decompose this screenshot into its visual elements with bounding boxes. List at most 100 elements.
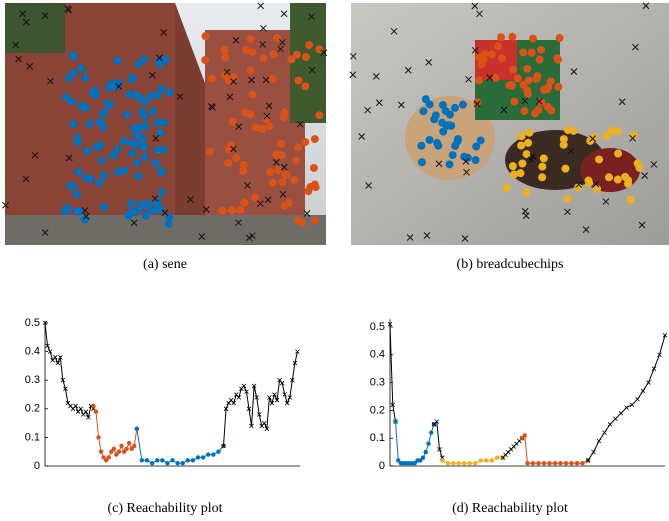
photo-point bbox=[430, 115, 438, 123]
point-marker bbox=[547, 461, 551, 465]
photo-point bbox=[63, 204, 71, 212]
y-tick-label: 0.4 bbox=[25, 346, 40, 358]
photo-point bbox=[137, 123, 145, 131]
photo-point bbox=[246, 67, 254, 75]
photo-point bbox=[614, 150, 622, 158]
photo-point bbox=[420, 107, 428, 115]
photo-point bbox=[100, 171, 108, 179]
photo-point bbox=[544, 83, 552, 91]
photo-point bbox=[517, 142, 525, 150]
photo-point bbox=[510, 98, 518, 106]
photo-point bbox=[525, 129, 533, 137]
photo-point bbox=[272, 151, 280, 159]
photo-point bbox=[540, 154, 548, 162]
photo-point bbox=[614, 176, 622, 184]
photo-point bbox=[96, 118, 104, 126]
point-marker bbox=[94, 409, 98, 413]
point-marker bbox=[99, 450, 103, 454]
photo-point bbox=[273, 34, 281, 42]
photo-point bbox=[224, 159, 232, 167]
photo-point bbox=[230, 73, 238, 81]
photo-point bbox=[147, 92, 155, 100]
y-tick-label: 0.2 bbox=[370, 404, 385, 416]
point-marker bbox=[451, 461, 455, 465]
photo-point bbox=[635, 164, 643, 172]
photo-point bbox=[147, 207, 155, 215]
photo-point bbox=[251, 193, 259, 201]
photo-point bbox=[294, 143, 302, 151]
photo-point bbox=[311, 135, 319, 143]
photo-point bbox=[277, 140, 285, 148]
photo-point bbox=[219, 207, 227, 215]
point-marker bbox=[112, 447, 116, 451]
photo-point bbox=[564, 195, 572, 203]
reachability-line bbox=[434, 422, 442, 458]
photo-point bbox=[131, 140, 139, 148]
photo-point bbox=[523, 65, 531, 73]
photo-point bbox=[201, 56, 209, 64]
point-marker bbox=[74, 404, 78, 408]
point-marker bbox=[421, 455, 425, 459]
photo-point bbox=[242, 46, 250, 54]
point-marker bbox=[170, 458, 174, 462]
y-tick-label: 0.4 bbox=[370, 349, 385, 361]
photo-point bbox=[141, 153, 149, 161]
point-marker bbox=[175, 461, 179, 465]
photo-point bbox=[269, 179, 277, 187]
point-marker bbox=[525, 461, 529, 465]
photo-point bbox=[564, 126, 572, 134]
photo-point bbox=[130, 124, 138, 132]
photo-point bbox=[139, 134, 147, 142]
photo-point bbox=[73, 207, 81, 215]
photo-point bbox=[166, 88, 174, 96]
photo-point bbox=[229, 118, 237, 126]
photo-point bbox=[613, 127, 621, 135]
photo-point bbox=[123, 111, 131, 119]
photo-point bbox=[426, 136, 434, 144]
y-tick-label: 0.2 bbox=[25, 403, 40, 415]
reachability-line bbox=[137, 429, 224, 463]
photo-point bbox=[221, 46, 229, 54]
point-marker bbox=[553, 461, 557, 465]
photo-point bbox=[86, 120, 94, 128]
photo-point bbox=[518, 159, 526, 167]
photo-point bbox=[92, 91, 100, 99]
photo-point bbox=[523, 188, 531, 196]
photo-point bbox=[129, 149, 137, 157]
photo-point bbox=[605, 173, 613, 181]
y-tick-label: 0 bbox=[379, 460, 385, 472]
photo-point bbox=[241, 108, 249, 116]
photo-point bbox=[73, 190, 81, 198]
photo-point bbox=[454, 137, 462, 145]
photo-point bbox=[528, 49, 536, 57]
y-tick-label: 0.5 bbox=[370, 321, 385, 333]
point-marker bbox=[117, 450, 121, 454]
photo-point bbox=[96, 179, 104, 187]
figure: (a) sene (b) breadcubechips 00.10.20.30.… bbox=[0, 0, 669, 521]
photo-point bbox=[249, 91, 257, 99]
photo-point bbox=[99, 110, 107, 118]
point-marker bbox=[155, 458, 159, 462]
photo-point bbox=[70, 53, 78, 61]
point-marker bbox=[457, 461, 461, 465]
reachability-line bbox=[224, 352, 298, 446]
photo-point bbox=[135, 172, 143, 180]
point-marker bbox=[636, 397, 640, 401]
photo-point bbox=[129, 74, 137, 82]
reachability-line bbox=[45, 323, 93, 417]
point-marker bbox=[145, 458, 149, 462]
photo-point bbox=[451, 104, 459, 112]
photo-point bbox=[505, 81, 513, 89]
photo-point bbox=[301, 82, 309, 90]
photo-point bbox=[302, 53, 310, 61]
photo-point bbox=[305, 41, 313, 49]
photo-point bbox=[595, 155, 603, 163]
photo-point bbox=[418, 158, 426, 166]
photo-point bbox=[290, 176, 298, 184]
photo-point bbox=[152, 159, 160, 167]
photo-point bbox=[547, 107, 555, 115]
photo-point bbox=[201, 32, 209, 40]
point-marker bbox=[495, 455, 499, 459]
reachability-line bbox=[522, 435, 588, 463]
photo-point bbox=[221, 53, 229, 61]
